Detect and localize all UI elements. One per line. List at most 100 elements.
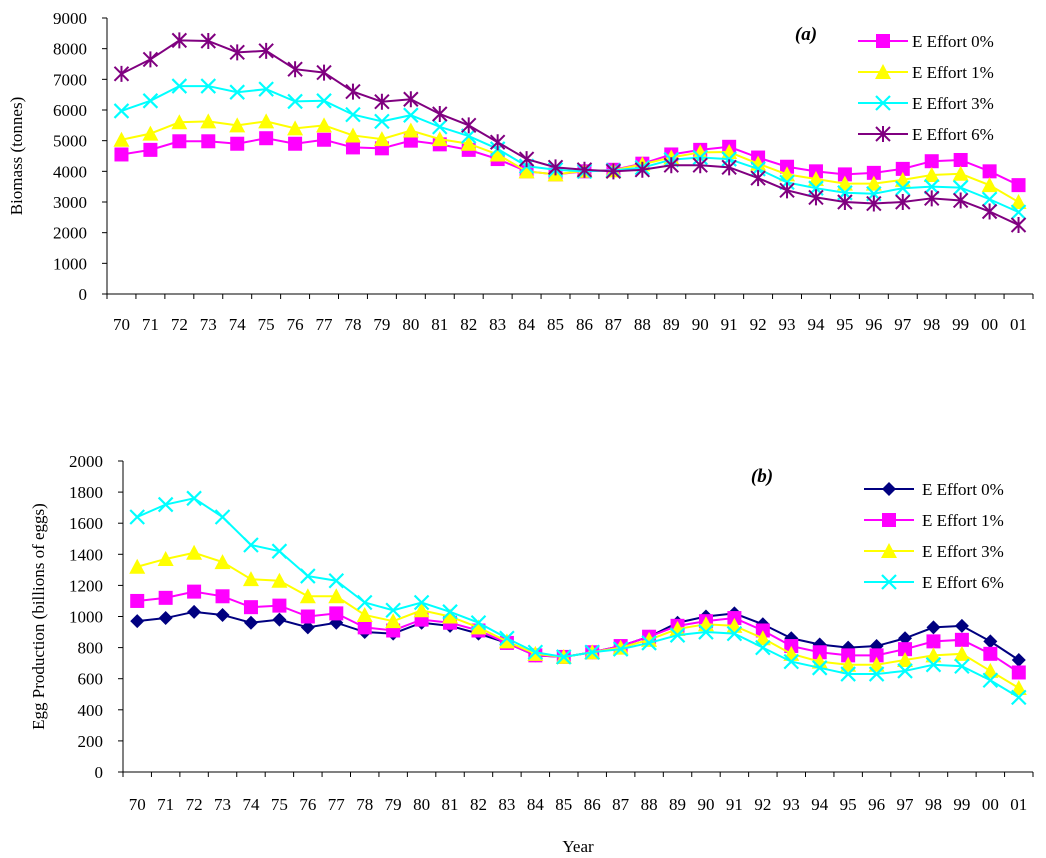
x-tick-label: 93 — [783, 795, 800, 814]
data-point — [403, 107, 419, 123]
legend-label: E Effort 3% — [922, 542, 1004, 561]
data-point — [895, 180, 911, 196]
x-tick-label: 98 — [925, 795, 942, 814]
data-point — [953, 152, 968, 167]
data-point — [897, 652, 914, 668]
data-point — [287, 61, 303, 78]
y-tick-label: 1400 — [69, 545, 103, 564]
legend-marker — [882, 482, 896, 496]
data-point — [229, 84, 245, 100]
legend-item: E Effort 6% — [864, 573, 1004, 592]
x-tick-label: 80 — [402, 315, 419, 334]
data-point — [243, 600, 258, 615]
data-point — [898, 631, 913, 646]
y-tick-label: 3000 — [53, 193, 87, 212]
data-point — [442, 604, 458, 620]
data-point — [952, 192, 969, 209]
x-tick-label: 80 — [413, 795, 430, 814]
data-point — [868, 666, 885, 682]
legend-marker — [875, 95, 891, 111]
y-tick-label: 1800 — [69, 483, 103, 502]
x-tick-label: 78 — [356, 795, 373, 814]
x-tick-label: 83 — [489, 315, 506, 334]
x-tick-label: 85 — [555, 795, 572, 814]
data-point — [432, 105, 448, 122]
x-tick-label: 86 — [584, 795, 601, 814]
legend-marker — [881, 574, 897, 590]
data-point — [721, 159, 737, 176]
data-point — [200, 78, 217, 94]
x-tick-label: 82 — [460, 315, 477, 334]
data-point — [576, 161, 593, 178]
x-tick-label: 86 — [576, 315, 593, 334]
data-point — [1010, 204, 1027, 220]
data-point — [952, 165, 969, 181]
x-tick-label: 94 — [811, 795, 829, 814]
data-point — [431, 131, 448, 147]
data-point — [837, 167, 852, 182]
data-point — [807, 171, 824, 186]
legend-marker — [882, 513, 896, 527]
data-point — [981, 177, 998, 193]
y-tick-label: 4000 — [53, 162, 87, 181]
x-tick-label: 79 — [373, 315, 390, 334]
x-tick-label: 85 — [547, 315, 564, 334]
data-point — [214, 554, 231, 570]
x-tick-label: 76 — [287, 315, 304, 334]
x-tick-label: 75 — [271, 795, 288, 814]
x-tick-label: 99 — [953, 795, 970, 814]
data-point — [460, 135, 477, 151]
series-line — [136, 497, 1020, 699]
legend-item: E Effort 3% — [864, 542, 1004, 561]
data-point — [470, 614, 487, 631]
data-point — [1011, 689, 1027, 706]
x-tick-label: 81 — [431, 315, 448, 334]
data-point — [812, 645, 827, 660]
y-tick-label: 1000 — [53, 254, 87, 273]
data-point — [442, 608, 459, 624]
x-tick-label: 81 — [442, 795, 459, 814]
x-tick-label: 71 — [142, 315, 159, 334]
data-point — [287, 120, 304, 136]
data-point — [129, 509, 145, 525]
data-point — [925, 647, 942, 663]
legend-label: E Effort 3% — [912, 94, 994, 113]
legend-marker — [881, 543, 897, 558]
x-tick-label: 91 — [721, 315, 738, 334]
data-point — [954, 632, 969, 647]
data-point — [808, 189, 824, 206]
y-tick-label: 0 — [95, 763, 104, 782]
x-tick-label: 70 — [129, 795, 146, 814]
x-tick-label: 77 — [316, 315, 334, 334]
data-point — [779, 182, 795, 199]
data-point — [243, 615, 258, 630]
legend-item: E Effort 1% — [858, 63, 994, 82]
x-tick-label: 72 — [186, 795, 203, 814]
series-1 — [130, 584, 1026, 680]
x-tick-label: 77 — [328, 795, 346, 814]
x-tick-label: 90 — [697, 795, 714, 814]
x-tick-label: 73 — [200, 315, 217, 334]
data-point — [663, 157, 679, 174]
data-point — [470, 619, 487, 635]
data-point — [403, 91, 419, 108]
x-tick-label: 87 — [605, 315, 623, 334]
data-point — [840, 656, 857, 672]
y-tick-label: 600 — [78, 670, 104, 689]
legend-label: E Effort 6% — [912, 125, 994, 144]
legend-marker — [875, 64, 891, 79]
data-point — [272, 612, 287, 627]
legend-label: E Effort 6% — [922, 573, 1004, 592]
data-point — [926, 620, 941, 635]
data-point — [288, 136, 303, 151]
y-tick-label: 1600 — [69, 514, 103, 533]
data-point — [345, 83, 361, 100]
data-point — [272, 598, 287, 613]
data-point — [952, 179, 969, 196]
data-point — [1010, 217, 1027, 233]
data-point — [258, 42, 274, 59]
x-tick-label: 84 — [518, 315, 536, 334]
data-point — [374, 113, 390, 130]
y-tick-label: 200 — [78, 732, 104, 751]
